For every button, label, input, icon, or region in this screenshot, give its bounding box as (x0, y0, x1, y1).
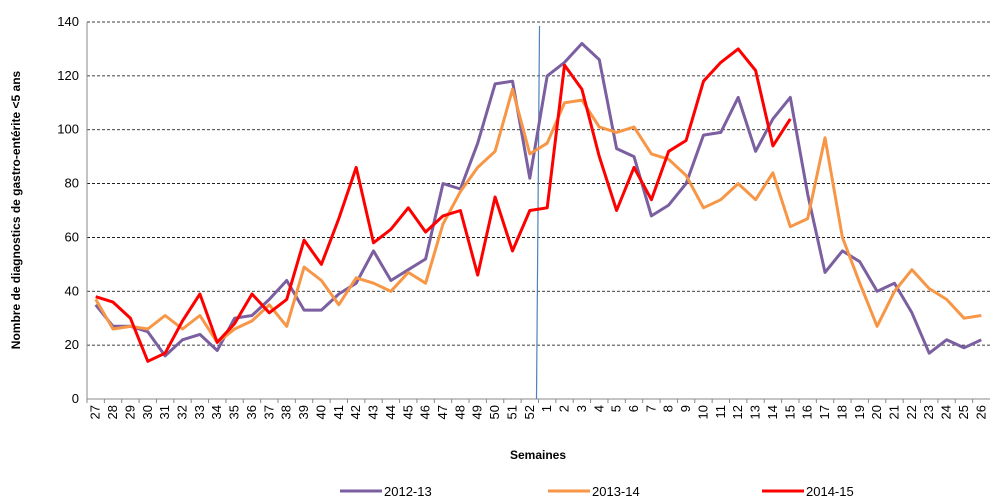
x-axis-label: Semaines (510, 448, 566, 462)
x-tick-label: 8 (661, 405, 676, 412)
x-tick-label: 6 (626, 405, 641, 412)
x-tick-label: 51 (504, 405, 519, 419)
x-tick-label: 20 (869, 405, 884, 419)
x-tick-label: 45 (400, 405, 415, 419)
legend-label: 2013-14 (592, 484, 640, 499)
x-tick-label: 25 (956, 405, 971, 419)
x-tick-label: 40 (313, 405, 328, 419)
x-tick-label: 2 (557, 405, 572, 412)
x-tick-label: 23 (921, 405, 936, 419)
series-line (94, 87, 982, 344)
x-tick-label: 32 (175, 405, 190, 419)
legend-label: 2014-15 (806, 484, 854, 499)
x-tick-label: 41 (331, 405, 346, 419)
x-tick-label: 22 (904, 405, 919, 419)
x-tick-label: 11 (713, 405, 728, 419)
x-tick-label: 34 (209, 405, 224, 419)
x-tick-label: 29 (122, 405, 137, 419)
y-tick-label: 120 (57, 68, 79, 83)
x-tick-label: 4 (591, 405, 606, 412)
y-tick-label: 20 (65, 337, 79, 352)
x-tick-label: 18 (834, 405, 849, 419)
x-tick-label: 47 (435, 405, 450, 419)
x-tick-label: 36 (244, 405, 259, 419)
x-tick-label: 50 (487, 405, 502, 419)
x-tick-label: 44 (383, 405, 398, 419)
x-tick-label: 21 (886, 405, 901, 419)
y-tick-label: 80 (65, 176, 79, 191)
x-tick-label: 15 (782, 405, 797, 419)
y-tick-label: 100 (57, 122, 79, 137)
x-tick-label: 43 (366, 405, 381, 419)
y-tick-label: 140 (57, 14, 79, 29)
x-tick-label: 7 (643, 405, 658, 412)
x-tick-label: 3 (574, 405, 589, 412)
x-tick-label: 48 (452, 405, 467, 419)
x-tick-label: 42 (348, 405, 363, 419)
x-tick-label: 17 (817, 405, 832, 419)
series-line (95, 47, 792, 363)
legend-label: 2012-13 (384, 484, 432, 499)
x-tick-label: 38 (279, 405, 294, 419)
x-tick-label: 35 (227, 405, 242, 419)
x-tick-label: 14 (765, 405, 780, 419)
x-tick-label: 52 (522, 405, 537, 419)
x-tick-label: 39 (296, 405, 311, 419)
x-tick-label: 5 (609, 405, 624, 412)
x-tick-label: 28 (105, 405, 120, 419)
x-tick-label: 10 (695, 405, 710, 419)
x-tick-label: 12 (730, 405, 745, 419)
x-tick-label: 26 (973, 405, 988, 419)
x-tick-label: 9 (678, 405, 693, 412)
x-tick-label: 27 (88, 405, 103, 419)
x-tick-label: 24 (939, 405, 954, 419)
x-tick-label: 31 (157, 405, 172, 419)
x-tick-label: 1 (539, 405, 554, 412)
x-tick-label: 37 (261, 405, 276, 419)
x-tick-label: 49 (470, 405, 485, 419)
x-tick-label: 33 (192, 405, 207, 419)
x-tick-label: 19 (852, 405, 867, 419)
x-tick-label: 30 (140, 405, 155, 419)
x-tick-label: 16 (800, 405, 815, 419)
y-axis-label: Nombre de diagnostics de gastro-entérite… (9, 70, 23, 349)
y-tick-label: 60 (65, 229, 79, 244)
y-tick-label: 0 (72, 391, 79, 406)
x-tick-label: 46 (418, 405, 433, 419)
series-line (94, 42, 982, 358)
year-divider (535, 25, 541, 400)
x-tick-label: 13 (748, 405, 763, 419)
y-tick-label: 40 (65, 283, 79, 298)
